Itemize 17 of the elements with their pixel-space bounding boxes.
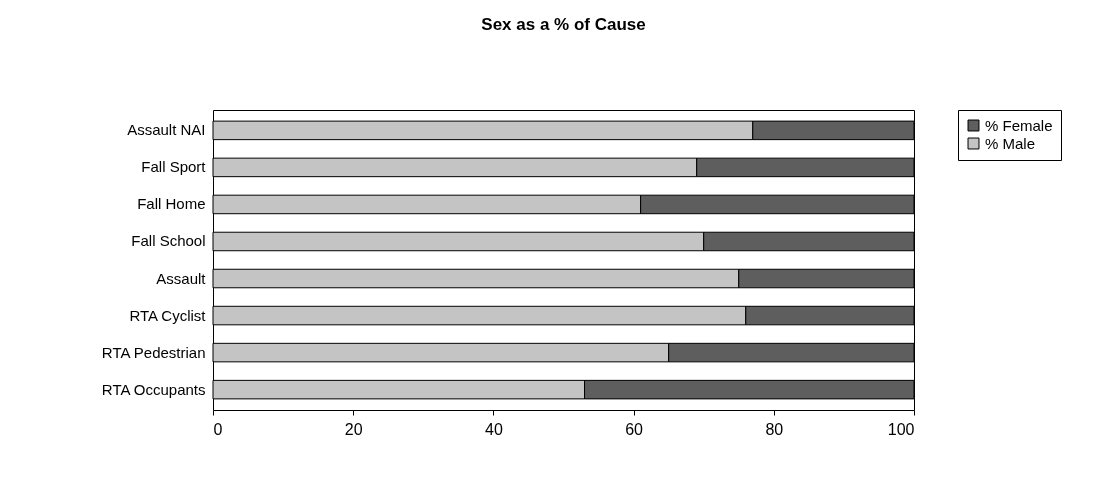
x-tick-label: 80 xyxy=(765,420,784,438)
y-tick-label: Fall Home xyxy=(137,195,206,213)
y-tick-label: Fall Sport xyxy=(141,158,207,176)
x-tick-label: 20 xyxy=(344,420,363,438)
y-tick-label: RTA Pedestrian xyxy=(101,343,206,361)
legend-label: % Female xyxy=(985,116,1053,134)
chart-title: Sex as a % of Cause xyxy=(481,14,646,34)
x-tick-label: 0 xyxy=(213,420,223,438)
x-tick-label: 40 xyxy=(485,420,503,438)
y-tick-label: Assault xyxy=(156,269,207,287)
legend-label: % Male xyxy=(985,134,1036,152)
y-tick-label: RTA Occupants xyxy=(101,380,206,398)
y-tick-label: RTA Cyclist xyxy=(129,306,207,324)
y-tick-label: Fall School xyxy=(131,232,206,250)
x-tick-label: 100 xyxy=(887,420,915,438)
x-tick-label: 60 xyxy=(625,420,644,438)
y-tick-label: Assault NAI xyxy=(127,121,206,139)
